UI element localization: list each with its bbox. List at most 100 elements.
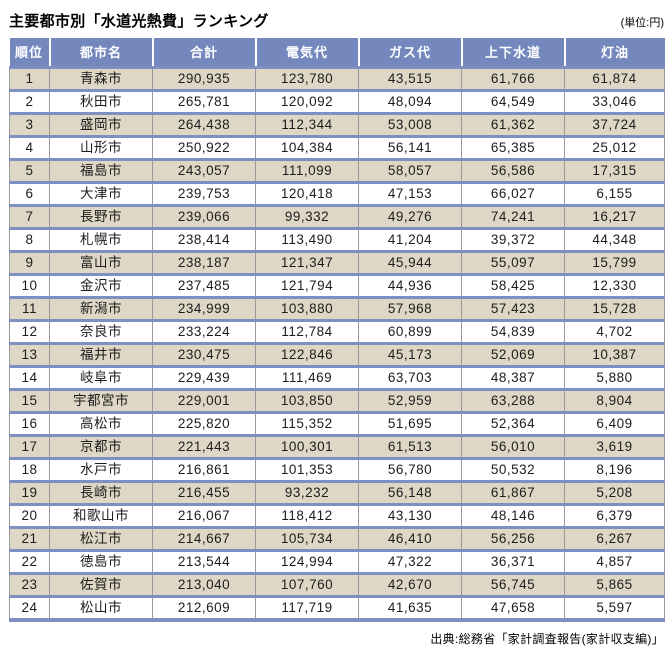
cell-gas: 63,703: [358, 366, 462, 389]
cell-kerosene: 5,880: [564, 366, 665, 389]
cell-water-sewage: 74,241: [461, 205, 565, 228]
cell-water-sewage: 63,288: [461, 389, 565, 412]
cell-gas: 41,204: [358, 228, 462, 251]
cell-total: 290,935: [152, 67, 256, 90]
cell-kerosene: 6,267: [564, 527, 665, 550]
column-header-electricity: 電気代: [254, 38, 359, 67]
cell-total: 216,861: [152, 458, 256, 481]
cell-total: 221,443: [152, 435, 256, 458]
table-row: 6 大津市 239,753 120,418 47,153 66,027 6,155: [9, 182, 665, 205]
cell-total: 233,224: [152, 320, 256, 343]
cell-city: 新潟市: [49, 297, 153, 320]
cell-water-sewage: 52,069: [461, 343, 565, 366]
cell-electricity: 118,412: [255, 504, 359, 527]
cell-rank: 13: [9, 343, 50, 366]
cell-city: 高松市: [49, 412, 153, 435]
cell-gas: 47,153: [358, 182, 462, 205]
cell-rank: 10: [9, 274, 50, 297]
cell-total: 234,999: [152, 297, 256, 320]
cell-kerosene: 44,348: [564, 228, 665, 251]
cell-total: 212,609: [152, 596, 256, 620]
cell-city: 長野市: [49, 205, 153, 228]
cell-gas: 49,276: [358, 205, 462, 228]
cell-city: 徳島市: [49, 550, 153, 573]
cell-rank: 16: [9, 412, 50, 435]
cell-city: 大津市: [49, 182, 153, 205]
cell-water-sewage: 61,766: [461, 67, 565, 90]
cell-electricity: 120,092: [255, 90, 359, 113]
cell-rank: 22: [9, 550, 50, 573]
cell-city: 宇都宮市: [49, 389, 153, 412]
cell-water-sewage: 61,362: [461, 113, 565, 136]
column-header-city: 都市名: [48, 38, 153, 67]
cell-kerosene: 6,379: [564, 504, 665, 527]
cell-rank: 12: [9, 320, 50, 343]
cell-kerosene: 17,315: [564, 159, 665, 182]
cell-city: 水戸市: [49, 458, 153, 481]
cell-rank: 1: [9, 67, 50, 90]
cell-gas: 45,944: [358, 251, 462, 274]
cell-city: 福井市: [49, 343, 153, 366]
cell-city: 秋田市: [49, 90, 153, 113]
cell-gas: 53,008: [358, 113, 462, 136]
cell-gas: 58,057: [358, 159, 462, 182]
cell-kerosene: 61,874: [564, 67, 665, 90]
table-row: 24 松山市 212,609 117,719 41,635 47,658 5,597: [9, 596, 665, 620]
unit-label: (単位:円): [620, 17, 664, 29]
header-bar: 主要都市別「水道光熱費」ランキング (単位:円): [9, 10, 664, 31]
cell-electricity: 117,719: [255, 596, 359, 620]
cell-gas: 61,513: [358, 435, 462, 458]
cell-total: 238,414: [152, 228, 256, 251]
cell-gas: 56,780: [358, 458, 462, 481]
cell-kerosene: 5,597: [564, 596, 665, 620]
cell-gas: 43,515: [358, 67, 462, 90]
column-header-rank: 順位: [9, 38, 50, 67]
cell-gas: 51,695: [358, 412, 462, 435]
page-title: 主要都市別「水道光熱費」ランキング: [9, 13, 269, 30]
cell-electricity: 112,784: [255, 320, 359, 343]
cell-electricity: 111,099: [255, 159, 359, 182]
cell-water-sewage: 54,839: [461, 320, 565, 343]
table-row: 7 長野市 239,066 99,332 49,276 74,241 16,217: [9, 205, 665, 228]
cell-total: 239,753: [152, 182, 256, 205]
column-header-gas: ガス代: [357, 38, 462, 67]
cell-gas: 43,130: [358, 504, 462, 527]
cell-total: 239,066: [152, 205, 256, 228]
cell-gas: 44,936: [358, 274, 462, 297]
cell-rank: 14: [9, 366, 50, 389]
cell-total: 229,001: [152, 389, 256, 412]
table-row: 18 水戸市 216,861 101,353 56,780 50,532 8,196: [9, 458, 665, 481]
cell-water-sewage: 56,256: [461, 527, 565, 550]
cell-kerosene: 6,155: [564, 182, 665, 205]
table-row: 22 徳島市 213,544 124,994 47,322 36,371 4,857: [9, 550, 665, 573]
table-row: 12 奈良市 233,224 112,784 60,899 54,839 4,702: [9, 320, 665, 343]
cell-water-sewage: 36,371: [461, 550, 565, 573]
cell-electricity: 111,469: [255, 366, 359, 389]
cell-gas: 45,173: [358, 343, 462, 366]
cell-kerosene: 15,728: [564, 297, 665, 320]
cell-electricity: 107,760: [255, 573, 359, 596]
cell-total: 243,057: [152, 159, 256, 182]
cell-rank: 5: [9, 159, 50, 182]
cell-water-sewage: 39,372: [461, 228, 565, 251]
cell-rank: 11: [9, 297, 50, 320]
table-row: 14 岐阜市 229,439 111,469 63,703 48,387 5,880: [9, 366, 665, 389]
cell-total: 213,544: [152, 550, 256, 573]
cell-rank: 7: [9, 205, 50, 228]
cell-kerosene: 4,857: [564, 550, 665, 573]
cell-water-sewage: 57,423: [461, 297, 565, 320]
cell-rank: 21: [9, 527, 50, 550]
cell-water-sewage: 58,425: [461, 274, 565, 297]
cell-total: 214,667: [152, 527, 256, 550]
cell-city: 富山市: [49, 251, 153, 274]
table-row: 4 山形市 250,922 104,384 56,141 65,385 25,012: [9, 136, 665, 159]
cell-rank: 19: [9, 481, 50, 504]
cell-electricity: 121,794: [255, 274, 359, 297]
cell-electricity: 122,846: [255, 343, 359, 366]
cell-water-sewage: 65,385: [461, 136, 565, 159]
cell-electricity: 93,232: [255, 481, 359, 504]
cell-kerosene: 8,904: [564, 389, 665, 412]
cell-total: 230,475: [152, 343, 256, 366]
cell-gas: 46,410: [358, 527, 462, 550]
cell-total: 225,820: [152, 412, 256, 435]
